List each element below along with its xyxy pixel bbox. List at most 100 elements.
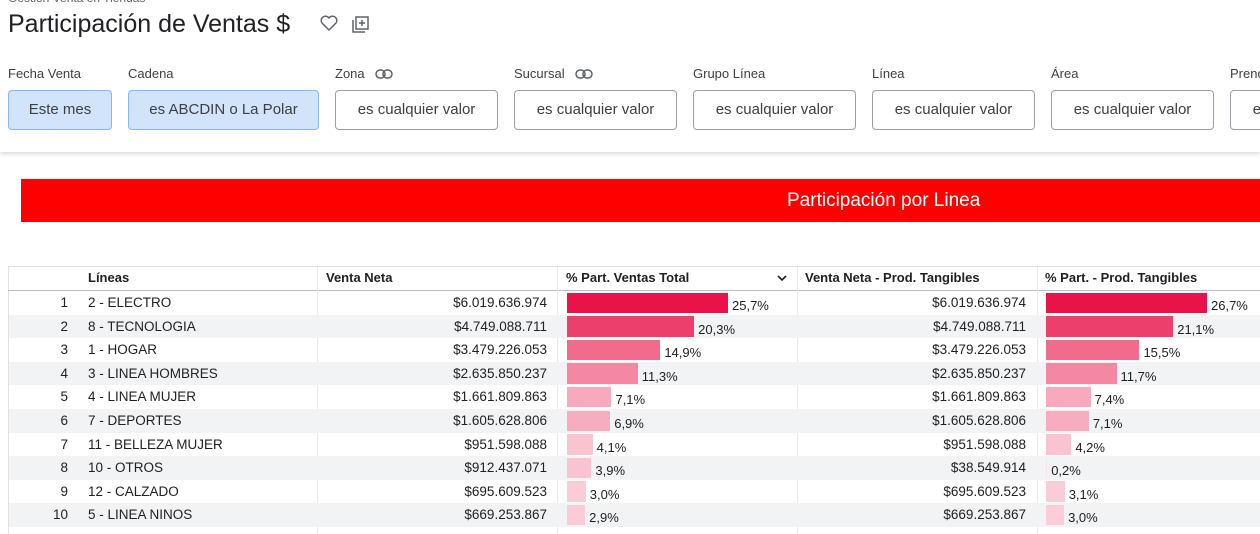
net-sales-tangible: $2.635.850.237 bbox=[932, 365, 1026, 381]
row-index: 9 bbox=[60, 483, 68, 499]
share-bar bbox=[567, 457, 592, 479]
line-name: 1 - HOGAR bbox=[88, 342, 158, 358]
table bbox=[8, 266, 1260, 534]
share-bar bbox=[567, 292, 728, 314]
filter-value[interactable]: es cualquier valor bbox=[1230, 90, 1260, 130]
row-index: 4 bbox=[60, 365, 68, 381]
share-label: 26,7% bbox=[1211, 298, 1248, 313]
title-icons[interactable] bbox=[320, 14, 380, 34]
net-sales-tangible: $951.598.088 bbox=[943, 436, 1026, 452]
share-label: 7,1% bbox=[615, 392, 646, 408]
filter-label: Línea bbox=[872, 66, 905, 81]
net-sales: $695.609.523 bbox=[464, 483, 547, 499]
row-stripe bbox=[9, 456, 1260, 480]
share-bar bbox=[1046, 339, 1140, 361]
line-name: 10 - OTROS bbox=[88, 460, 164, 476]
net-sales: $669.253.867 bbox=[464, 507, 547, 523]
line-name: 5 - LINEA NINOS bbox=[88, 507, 193, 523]
share-label: 3,0% bbox=[589, 486, 620, 502]
share-bar bbox=[1046, 292, 1207, 314]
share-label: 3,9% bbox=[595, 463, 626, 479]
filter-label: Prend bbox=[1230, 66, 1260, 81]
net-sales-tangible: $695.609.523 bbox=[943, 483, 1026, 499]
share-label: 2,9% bbox=[589, 510, 619, 526]
filter-value[interactable]: Este mes bbox=[8, 90, 112, 130]
share-label: 3,1% bbox=[1068, 486, 1099, 502]
share-bar bbox=[567, 316, 695, 337]
filter-label: Zona bbox=[335, 66, 365, 81]
share-label: 7,1% bbox=[1092, 416, 1123, 431]
line-name: 8 - TECNOLOGIA bbox=[88, 318, 196, 334]
dashboard-title: Participación de Ventas $ bbox=[8, 10, 291, 38]
column-header[interactable]: Líneas bbox=[88, 270, 130, 285]
section-banner: Participación por Linea bbox=[21, 179, 1260, 222]
row-index: 7 bbox=[60, 436, 68, 452]
row-index: 8 bbox=[60, 460, 68, 476]
row-index: 1 bbox=[60, 295, 68, 310]
row-index: 3 bbox=[60, 342, 68, 358]
share-bar bbox=[1046, 316, 1174, 337]
share-bar bbox=[567, 339, 661, 361]
row-index: 6 bbox=[60, 413, 68, 428]
net-sales: $4.749.088.711 bbox=[454, 318, 547, 334]
filter-label: Sucursal bbox=[514, 66, 565, 81]
net-sales: $6.019.636.974 bbox=[453, 295, 547, 310]
share-bar bbox=[1046, 363, 1117, 384]
share-bar bbox=[567, 481, 586, 502]
net-sales-tangible: $38.549.914 bbox=[950, 460, 1026, 476]
net-sales-tangible: $1.605.628.806 bbox=[932, 413, 1026, 428]
banner-text: Participación por Linea bbox=[787, 190, 981, 211]
row-index: 5 bbox=[60, 389, 68, 405]
share-label: 21,1% bbox=[1177, 321, 1215, 337]
filter-label: Área bbox=[1051, 66, 1079, 81]
filter-value[interactable]: es cualquier valor bbox=[514, 90, 677, 130]
line-name: 3 - LINEA HOMBRES bbox=[88, 365, 218, 381]
filter-label: Grupo Línea bbox=[693, 66, 766, 81]
share-bar bbox=[1046, 410, 1089, 432]
share-label: 4,2% bbox=[1075, 439, 1105, 455]
share-bar bbox=[567, 410, 611, 432]
share-label: 15,5% bbox=[1143, 345, 1181, 361]
link-icon bbox=[375, 69, 393, 79]
share-bar bbox=[567, 363, 638, 384]
column-header[interactable]: Venta Neta bbox=[326, 270, 393, 285]
header-rule bbox=[8, 290, 1260, 291]
sort-icon[interactable] bbox=[776, 272, 788, 284]
row-stripe bbox=[9, 503, 1260, 527]
share-bar bbox=[1046, 434, 1072, 455]
net-sales-tangible: $3.479.226.053 bbox=[932, 342, 1026, 358]
share-bar bbox=[1046, 457, 1048, 479]
column-header[interactable]: % Part. Ventas Total bbox=[566, 270, 690, 285]
row-index: 2 bbox=[60, 318, 68, 334]
row-index: 10 bbox=[52, 507, 68, 523]
net-sales: $1.661.809.863 bbox=[453, 389, 547, 405]
breadcrumb: Gestión Venta en Tiendas bbox=[8, 0, 145, 5]
column-header[interactable]: Venta Neta - Prod. Tangibles bbox=[805, 270, 980, 285]
column-separator bbox=[317, 266, 318, 534]
share-label: 14,9% bbox=[664, 345, 702, 361]
filter-value[interactable]: es cualquier valor bbox=[1051, 90, 1214, 130]
filter-value[interactable]: es cualquier valor bbox=[335, 90, 498, 130]
share-bar bbox=[1046, 386, 1091, 408]
column-separator bbox=[557, 266, 558, 534]
net-sales: $2.635.850.237 bbox=[453, 365, 547, 381]
net-sales-tangible: $4.749.088.711 bbox=[933, 318, 1026, 334]
filter-label: Cadena bbox=[128, 66, 174, 81]
share-label: 20,3% bbox=[698, 321, 736, 337]
share-label: 6,9% bbox=[614, 416, 644, 431]
share-bar bbox=[1046, 481, 1065, 502]
filter-value[interactable]: es ABCDIN o La Polar bbox=[128, 90, 319, 130]
filter-value[interactable]: es cualquier valor bbox=[693, 90, 856, 130]
share-bar bbox=[1046, 504, 1065, 526]
filter-value[interactable]: es cualquier valor bbox=[872, 90, 1035, 130]
row-stripe bbox=[9, 409, 1260, 433]
net-sales: $912.437.071 bbox=[464, 460, 547, 476]
share-bar bbox=[567, 434, 593, 455]
line-name: 7 - DEPORTES bbox=[88, 413, 182, 428]
share-label: 7,4% bbox=[1094, 392, 1125, 408]
share-label: 11,7% bbox=[1120, 368, 1157, 384]
filter-label: Fecha Venta bbox=[8, 66, 81, 81]
net-sales: $1.605.628.806 bbox=[453, 413, 547, 428]
column-header[interactable]: % Part. - Prod. Tangibles bbox=[1045, 270, 1198, 285]
